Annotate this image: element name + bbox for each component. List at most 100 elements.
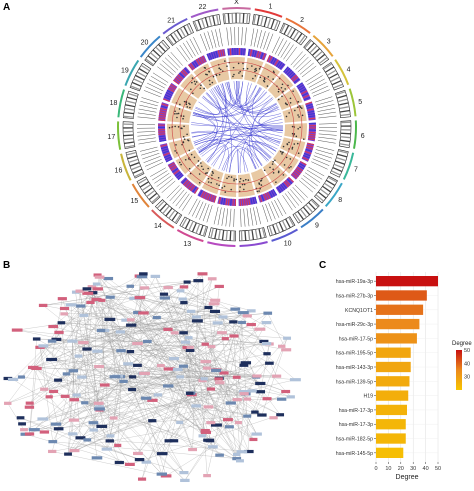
scatter-point (291, 148, 294, 150)
network-node (136, 275, 148, 279)
network-node (276, 413, 285, 417)
network-edge (25, 341, 264, 435)
legend-tick-label: 30 (464, 375, 470, 381)
heatmap-cell (213, 195, 217, 203)
heatmap-cell (241, 198, 244, 206)
network-edge (61, 322, 288, 339)
chromosome-label: 1 (269, 4, 273, 11)
scatter-point (226, 65, 228, 67)
gene-label-tick (229, 208, 232, 227)
scatter-point (232, 75, 234, 78)
heatmap-cell (223, 197, 226, 205)
interaction-link (213, 87, 262, 167)
network-node (156, 452, 168, 456)
gene-label-tick (206, 205, 213, 223)
network-edge (251, 324, 277, 377)
network-node (126, 349, 135, 354)
scatter-point (197, 160, 200, 162)
ideogram-band (212, 15, 216, 26)
panel-label-b: B (3, 260, 11, 271)
network-edge (233, 321, 261, 392)
network-node (251, 410, 259, 414)
scatter-point (183, 125, 185, 128)
heatmap-cell (200, 190, 205, 198)
network-edge (142, 290, 181, 374)
interaction-link (191, 132, 269, 161)
ideogram-band (193, 21, 199, 31)
network-edge (76, 363, 129, 396)
network-node (203, 474, 211, 478)
scatter-point (245, 178, 247, 181)
heatmap-cell (169, 164, 176, 169)
network-node (101, 447, 112, 451)
network-edge (65, 396, 241, 461)
gene-label-tick (243, 208, 246, 227)
ideogram-band (233, 230, 235, 241)
gene-label-tick (294, 184, 308, 198)
scatter-point (255, 69, 258, 72)
network-edge (53, 391, 213, 447)
ideogram-band (251, 229, 255, 240)
scatter-point (258, 183, 261, 185)
gene-label-tick (152, 170, 168, 181)
ideogram-band (131, 165, 141, 171)
network-edge (101, 300, 105, 386)
network-node (203, 438, 215, 442)
network-edge (52, 399, 75, 442)
network-node (243, 397, 252, 401)
scatter-point (183, 100, 186, 103)
network-edge (43, 345, 185, 481)
scatter-point (280, 86, 283, 89)
heatmap-cell (272, 189, 278, 196)
heatmap-cell (184, 180, 191, 187)
network-node (89, 428, 98, 432)
network-node (93, 273, 102, 277)
heatmap-track (238, 196, 258, 206)
network-edge (205, 335, 235, 345)
scatter-point (188, 167, 191, 170)
gene-label-tick (148, 79, 165, 89)
heatmap-cell (160, 107, 168, 111)
scatter-track (167, 104, 192, 124)
heatmap-cell (276, 186, 282, 193)
gene-label-tick (211, 30, 217, 48)
network-node (242, 314, 252, 318)
heatmap-cell (295, 168, 302, 174)
category-label: hsa-miR-27b-3p (336, 293, 373, 299)
ideogram-band (165, 207, 173, 217)
scatter-point (285, 156, 288, 159)
ideogram-band (123, 115, 134, 118)
heatmap-cell (225, 198, 228, 206)
network-edge (21, 276, 143, 378)
ideogram-band (127, 155, 138, 160)
interaction-link (198, 135, 282, 154)
network-node (50, 422, 62, 426)
network-node (92, 287, 103, 291)
heatmap-cell (258, 195, 263, 203)
network-node (69, 448, 80, 453)
scatter-point (266, 85, 269, 87)
gene-label-track (137, 95, 162, 121)
gene-label-tick (137, 116, 156, 119)
scatter-point (180, 163, 182, 166)
network-node (170, 331, 179, 335)
ideogram-band (261, 227, 266, 238)
ideogram-band (300, 208, 308, 218)
network-node (53, 427, 64, 431)
network-node (200, 360, 212, 364)
network-node (225, 401, 236, 405)
scatter-point (283, 164, 286, 166)
interaction-link (256, 103, 278, 116)
chromosome-outer-band (162, 17, 188, 35)
gene-label-tick (169, 187, 182, 202)
chromosome-label: 15 (130, 198, 138, 205)
heatmap-cell (262, 193, 267, 201)
network-node (99, 383, 110, 387)
network-node (141, 396, 152, 400)
network-edge (162, 388, 212, 454)
network-node (265, 361, 274, 365)
network-edge (156, 317, 260, 330)
heatmap-cell (254, 50, 257, 58)
gene-label-tick (256, 30, 262, 48)
ideogram-band (176, 29, 183, 39)
